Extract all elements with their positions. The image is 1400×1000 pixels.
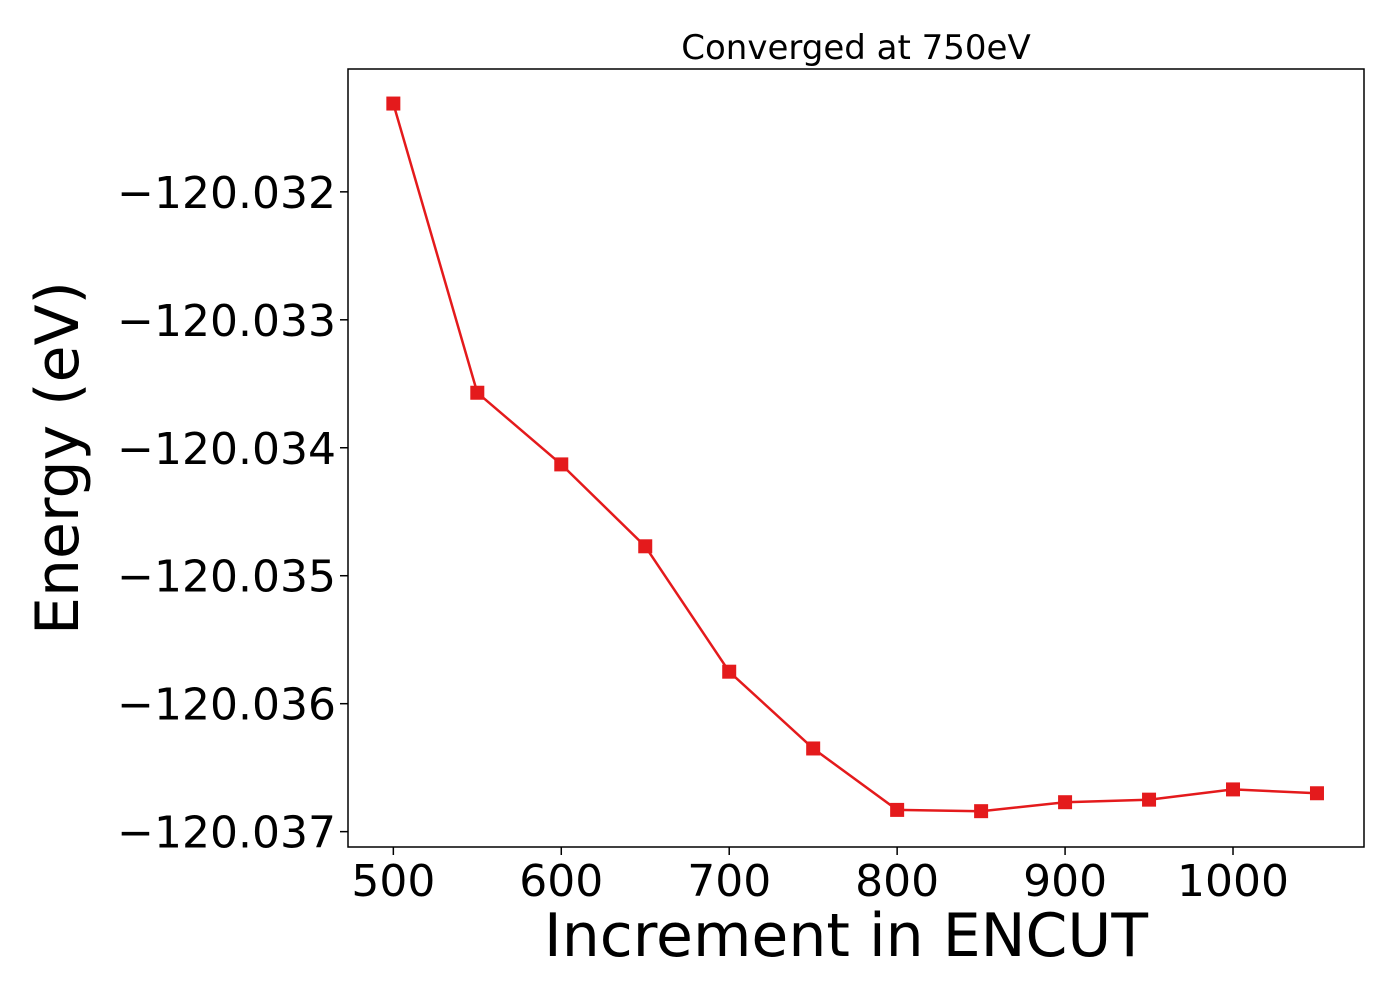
- y-axis: −120.032 −120.033 −120.034 −120.035 −120.036…: [117, 168, 348, 859]
- data-point-marker: [638, 539, 653, 554]
- y-tick-label: −120.033: [117, 296, 336, 347]
- y-axis-label: Energy (eV): [23, 281, 93, 635]
- x-tick-label: 600: [519, 856, 603, 907]
- series-layer: [386, 96, 1324, 819]
- y-tick-label: −120.032: [117, 168, 336, 219]
- data-point-marker: [1226, 782, 1241, 797]
- x-axis: 500 600 700 800 900 1000: [351, 847, 1289, 907]
- series-line: [392, 103, 1318, 813]
- data-point-marker: [386, 96, 401, 111]
- plot-area-frame: [347, 68, 1365, 848]
- y-tick-label: −120.035: [117, 552, 336, 603]
- x-tick-label: 900: [1023, 856, 1107, 907]
- data-point-marker: [470, 385, 485, 400]
- y-tick-label: −120.037: [117, 808, 336, 859]
- data-point-marker: [806, 741, 821, 756]
- x-tick-label: 700: [687, 856, 771, 907]
- data-point-marker: [554, 457, 569, 472]
- chart-title: Converged at 750eV: [681, 28, 1030, 68]
- x-tick-label: 1000: [1177, 856, 1289, 907]
- data-point-marker: [890, 802, 905, 817]
- data-point-marker: [1309, 786, 1324, 801]
- x-tick-label: 500: [351, 856, 435, 907]
- x-axis-label: Increment in ENCUT: [544, 901, 1148, 971]
- data-point-marker: [722, 664, 737, 679]
- data-point-marker: [1142, 792, 1157, 807]
- x-tick-label: 800: [855, 856, 939, 907]
- data-point-marker: [1058, 795, 1073, 810]
- y-tick-label: −120.036: [117, 680, 336, 731]
- data-point-marker: [974, 804, 989, 819]
- y-tick-label: −120.034: [117, 424, 336, 475]
